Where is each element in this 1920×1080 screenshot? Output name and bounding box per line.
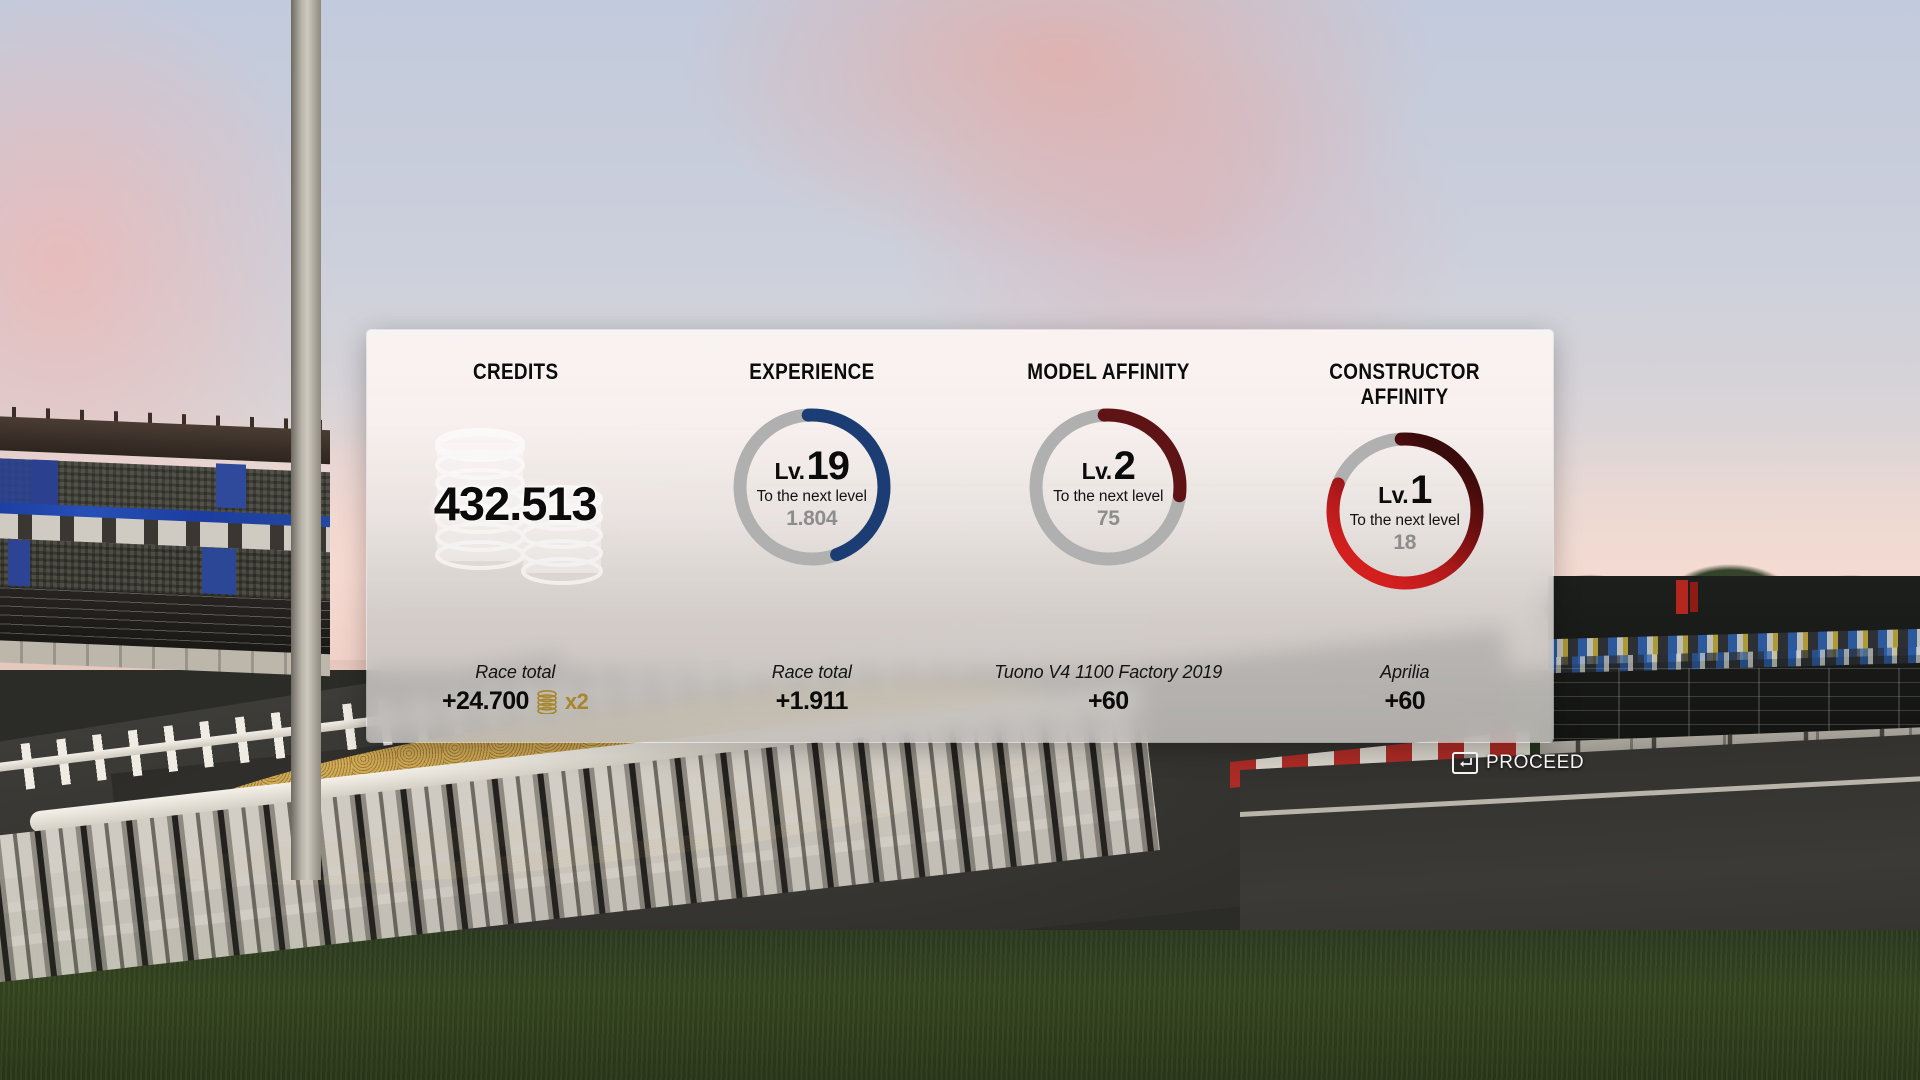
to-next-level-value: 18 (1393, 531, 1417, 555)
footer-value-row: +24.700 x2 (442, 687, 589, 716)
credits-display: 432.513 (415, 407, 615, 597)
progress-arc (1097, 408, 1187, 502)
footer-value-row: +60 (1384, 687, 1425, 716)
credits-value: 432.513 (433, 477, 598, 531)
progress-ring (733, 408, 891, 566)
level-line: Lv. 1 (1378, 468, 1432, 513)
footer-label: Tuono V4 1100 Factory 2019 (994, 662, 1223, 682)
flag-pole (291, 0, 321, 880)
enter-key-icon (1452, 752, 1478, 774)
level-prefix: Lv. (1081, 457, 1113, 484)
footer-model-affinity: Tuono V4 1100 Factory 2019 +60 (960, 662, 1257, 716)
ring-center-constructor-affinity: Lv. 1 To the next level 18 (1317, 423, 1493, 599)
column-title-experience: EXPERIENCE (749, 359, 875, 384)
coin-icon (537, 689, 557, 714)
credits-multiplier: x2 (564, 688, 589, 714)
ring-experience: Lv. 19 To the next level 1.804 (724, 399, 900, 575)
footer-value-row: +1.911 (775, 687, 849, 716)
footer-value: +60 (1384, 687, 1426, 715)
ring-model-affinity: Lv. 2 To the next level 75 (1020, 399, 1196, 575)
level-prefix: Lv. (1378, 482, 1409, 509)
progress-ring (1326, 432, 1484, 590)
level-number: 2 (1113, 443, 1136, 488)
column-experience: EXPERIENCE Lv. 19 To the next level 1.804 Rac… (664, 330, 961, 742)
proceed-button[interactable]: PROCEED (1452, 752, 1584, 774)
column-title-constructor-affinity: CONSTRUCTOR AFFINITY (1329, 359, 1481, 409)
footer-credits: Race total +24.700 x2 (367, 662, 664, 716)
results-panel: CREDITS 432.513 Race total +24.700 x2 EXPERIE… (367, 330, 1553, 742)
proceed-label: PROCEED (1486, 752, 1585, 773)
footer-label: Race total (771, 662, 852, 682)
level-number: 1 (1410, 468, 1432, 513)
column-title-model-affinity: MODEL AFFINITY (1027, 359, 1190, 384)
column-credits: CREDITS 432.513 Race total +24.700 x2 (367, 330, 664, 742)
ring-constructor-affinity: Lv. 1 To the next level 18 (1317, 423, 1493, 599)
footer-value: +24.700 (441, 687, 529, 715)
level-line: Lv. 2 (1081, 443, 1136, 488)
to-next-level-label: To the next level (756, 487, 867, 505)
to-next-level-value: 75 (1096, 506, 1120, 530)
ring-center-experience: Lv. 19 To the next level 1.804 (724, 399, 900, 575)
level-prefix: Lv. (774, 457, 805, 484)
footer-label: Aprilia (1380, 662, 1430, 682)
to-next-level-label: To the next level (1053, 487, 1164, 505)
footer-experience: Race total +1.911 (664, 662, 961, 716)
footer-constructor-affinity: Aprilia +60 (1257, 662, 1554, 716)
level-line: Lv. 19 (774, 443, 850, 488)
column-title-credits: CREDITS (472, 359, 558, 384)
to-next-level-label: To the next level (1349, 512, 1460, 530)
ring-center-model-affinity: Lv. 2 To the next level 75 (1020, 399, 1196, 575)
progress-arc (1326, 432, 1484, 590)
footer-value: +1.911 (775, 687, 849, 715)
coin-stack-icon (435, 427, 604, 585)
foreground-grass (0, 930, 1920, 1080)
level-number: 19 (806, 443, 850, 488)
footer-value-row: +60 (1088, 687, 1129, 716)
left-grandstand (0, 398, 330, 698)
to-next-level-value: 1.804 (786, 506, 838, 530)
column-model-affinity: MODEL AFFINITY Lv. 2 To the next level 75 Tuo… (960, 330, 1257, 742)
column-constructor-affinity: CONSTRUCTOR AFFINITY Lv. 1 To the next leve… (1257, 330, 1554, 742)
footer-label: Race total (475, 662, 556, 682)
progress-arc (801, 408, 891, 561)
footer-value: +60 (1087, 687, 1129, 715)
progress-ring (1029, 408, 1187, 566)
